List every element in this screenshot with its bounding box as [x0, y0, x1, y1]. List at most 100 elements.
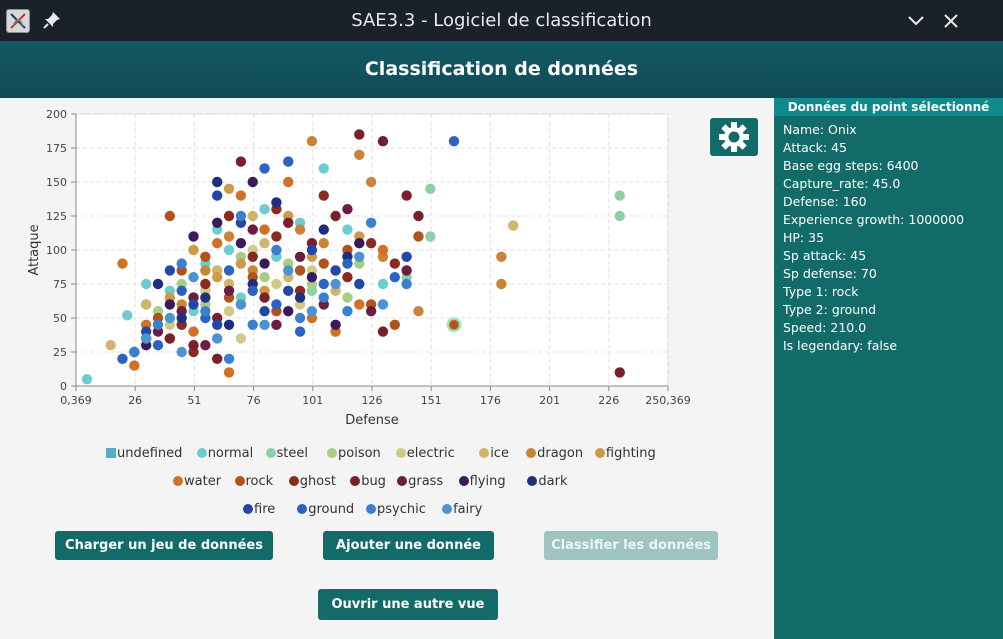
legend-label: steel: [276, 446, 308, 461]
y-tick-label: 125: [46, 210, 67, 223]
data-point: [235, 258, 247, 269]
data-point: [413, 210, 424, 222]
load-dataset-button[interactable]: Charger un jeu de données: [55, 531, 273, 560]
data-point: [271, 231, 282, 242]
data-point: [223, 210, 235, 222]
data-point: [247, 251, 258, 262]
legend-label: dark: [538, 474, 568, 489]
data-point: [496, 251, 507, 262]
classify-button[interactable]: Classifier les données: [544, 531, 718, 560]
x-tick-label: 26: [128, 394, 142, 407]
legend-swatch: [265, 448, 276, 458]
pin-icon[interactable]: [42, 10, 62, 30]
add-data-button[interactable]: Ajouter une donnée: [323, 531, 494, 560]
data-point: [259, 224, 270, 235]
scatter-chart[interactable]: 0,369 26 51 76 101 126 151 176 201 226 250,369 0 25 5…: [0, 98, 700, 433]
data-point: [271, 278, 282, 290]
data-point: [200, 278, 211, 290]
data-point: [223, 183, 235, 194]
legend-swatch: [288, 476, 299, 486]
data-point: [200, 306, 211, 317]
data-point: [129, 360, 140, 371]
data-point: [152, 278, 164, 290]
data-point: [294, 251, 306, 262]
data-point: [318, 238, 329, 249]
data-point: [200, 340, 211, 351]
data-point: [365, 176, 377, 188]
data-point: [223, 231, 235, 242]
data-point: [212, 319, 223, 330]
legend-swatch: [196, 448, 207, 458]
data-point: [212, 217, 223, 228]
data-point: [247, 176, 258, 188]
data-point: [212, 333, 223, 344]
data-point: [614, 210, 625, 222]
y-tick-label: 100: [46, 244, 67, 257]
data-point: [223, 244, 235, 256]
data-point: [294, 224, 306, 235]
settings-button[interactable]: [710, 118, 758, 156]
data-point: [235, 156, 247, 167]
data-point: [271, 197, 282, 208]
panel-field: Attack: 45: [783, 140, 847, 155]
window-titlebar: SAE3.3 - Logiciel de classification: [0, 0, 1003, 41]
x-tick-label: 201: [539, 394, 560, 407]
data-point: [164, 299, 176, 310]
page-header: Classification de données: [0, 41, 1003, 98]
legend-swatch: [594, 448, 605, 458]
data-point: [271, 244, 282, 256]
open-other-view-button[interactable]: Ouvrir une autre vue: [318, 589, 498, 620]
legend-label: normal: [207, 446, 254, 461]
legend-swatch: [297, 504, 308, 514]
data-point: [247, 285, 258, 296]
data-point: [188, 340, 199, 351]
data-point: [223, 319, 235, 330]
data-point: [354, 251, 365, 262]
panel-field: Base egg steps: 6400: [783, 158, 919, 173]
chevron-down-icon[interactable]: [906, 11, 926, 31]
legend-label: ground: [308, 502, 355, 517]
data-point: [389, 319, 401, 330]
data-point: [247, 319, 258, 330]
panel-field: Sp defense: 70: [783, 266, 877, 281]
legend-label: ghost: [299, 474, 337, 489]
data-point: [377, 278, 389, 290]
legend-swatch: [526, 448, 537, 458]
y-tick-label: 50: [53, 312, 67, 325]
y-tick-label: 150: [46, 176, 67, 189]
data-point: [259, 258, 270, 269]
data-point: [259, 238, 270, 249]
legend-swatch: [395, 448, 406, 458]
data-point: [200, 292, 211, 303]
data-point: [140, 299, 152, 310]
data-point: [413, 231, 424, 242]
legend-swatch: [106, 448, 116, 458]
data-point: [200, 251, 211, 262]
close-icon[interactable]: [941, 11, 961, 31]
legend-label: grass: [408, 474, 444, 489]
data-point: [117, 258, 128, 269]
data-point: [365, 306, 377, 317]
data-point: [164, 210, 176, 222]
data-point: [306, 136, 318, 147]
data-point: [223, 285, 235, 296]
data-point: [496, 278, 507, 290]
window-title: SAE3.3 - Logiciel de classification: [351, 10, 652, 31]
data-point: [129, 346, 140, 358]
data-point: [318, 190, 329, 201]
x-tick-label: 101: [302, 394, 323, 407]
panel-field: Name: Onix: [783, 122, 857, 137]
data-point: [425, 183, 436, 194]
data-point: [188, 231, 199, 242]
data-point: [283, 265, 294, 276]
data-point: [247, 210, 258, 222]
y-tick-label: 0: [60, 380, 67, 393]
data-point: [271, 299, 282, 310]
legend-label: fairy: [453, 502, 483, 517]
data-point: [354, 299, 365, 310]
x-tick-label: 126: [362, 394, 383, 407]
data-point: [200, 265, 211, 276]
data-point: [294, 265, 306, 276]
data-point: [247, 224, 258, 235]
data-point: [152, 340, 164, 351]
